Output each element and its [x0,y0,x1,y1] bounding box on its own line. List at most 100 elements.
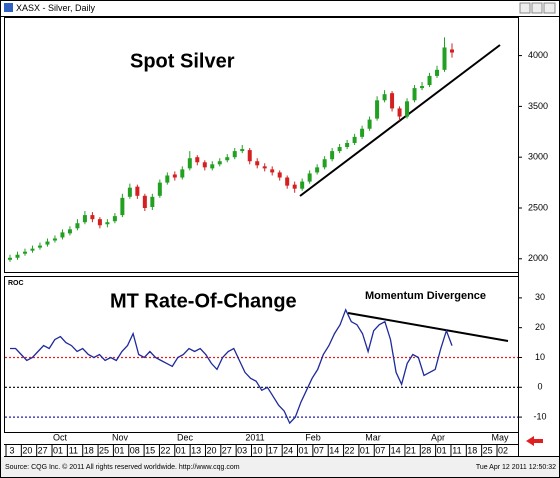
candle-body [67,229,72,234]
candle-body [52,238,57,241]
close-button[interactable] [543,2,556,14]
candle-body [292,184,297,189]
candle-body [322,159,327,168]
candle-body [247,150,252,162]
candle-body [360,128,365,137]
candle-body [202,162,207,168]
x-tick-label: 25 [99,445,109,455]
x-tick-label: 11 [69,445,78,455]
candle-body [210,164,215,169]
candle-body [337,147,342,152]
x-tick-label: 18 [84,445,94,455]
candle-body [150,196,155,207]
x-tick-label: 01 [299,445,309,455]
y-tick-label: 3000 [528,152,548,162]
candle-body [390,93,395,109]
x-tick-label: 03 [237,445,247,455]
month-label: Apr [431,432,445,442]
candle-body [352,136,357,143]
x-tick-label: 27 [38,445,48,455]
x-tick-label: 01 [114,445,124,455]
candle-body [30,248,35,251]
candle-body [277,172,282,178]
y-tick-label: 20 [535,322,545,332]
candle-body [195,157,200,163]
candle-body [262,166,267,169]
roc-line [10,308,453,425]
candle-body [165,175,170,183]
x-tick-label: 25 [483,445,493,455]
candle-body [172,174,177,178]
x-tick-label: 08 [130,445,140,455]
y-tick-label: 0 [537,382,542,392]
x-tick-label: 01 [176,445,186,455]
y-tick-label: 3500 [528,101,548,111]
candle-body [382,94,387,101]
candle-body [187,158,192,169]
candle-body [330,151,335,160]
x-tick-label: 14 [329,445,339,455]
x-tick-label: 18 [467,445,477,455]
candle-body [240,149,245,152]
candle-body [142,195,147,208]
x-tick-label: 24 [283,445,293,455]
minimize-button[interactable] [519,2,531,14]
x-tick-label: 07 [375,445,385,455]
footer-timestamp: Tue Apr 12 2011 12:50:32 [476,464,556,471]
x-tick-label: 22 [345,445,355,455]
x-tick-label: 15 [145,445,155,455]
x-tick-label: 14 [391,445,401,455]
month-label: Mar [365,432,381,442]
x-tick-label: 11 [452,445,461,455]
candle-body [450,49,454,53]
x-tick-label: 01 [360,445,370,455]
window-buttons[interactable] [519,2,556,14]
scroll-arrow[interactable] [526,436,543,446]
x-tick-label: 17 [268,445,278,455]
x-tick-label: 01 [53,445,63,455]
candle-body [60,232,65,238]
month-label: Dec [177,432,194,442]
candle-body [412,88,417,101]
candle-body [15,254,20,258]
title-bar [1,1,559,16]
candle-body [45,241,50,245]
candle-body [127,187,132,197]
x-tick-label: 13 [191,445,201,455]
x-tick-label: 01 [437,445,447,455]
month-label: Feb [305,432,321,442]
candle-body [427,75,432,86]
x-tick-label: 20 [22,445,32,455]
month-label: May [491,432,509,442]
candle-body [435,69,440,76]
window-title: XASX - Silver, Daily [16,3,96,13]
app-icon [4,3,13,12]
y-tick-label: 2000 [528,253,548,263]
candle-body [112,216,117,222]
candle-body [307,173,312,182]
footer-bar [1,457,559,477]
footer-source: Source: CQG Inc. © 2011 All rights reser… [5,463,240,471]
divergence-line [347,312,509,342]
month-label: Nov [112,432,129,442]
candle-body [97,219,102,226]
candle-body [37,245,42,248]
x-tick-label: 07 [314,445,324,455]
month-label: 2011 [245,432,264,442]
x-tick-label: 27 [222,445,232,455]
candle-body [75,223,80,229]
x-tick-label: 02 [498,445,508,455]
candle-body [315,167,320,173]
candle-body [367,119,372,129]
candle-body [405,101,410,117]
roc-axis-label: ROC [8,280,24,287]
candle-body [135,186,140,196]
y-tick-label: 4000 [528,50,548,60]
maximize-button[interactable] [531,2,543,14]
y-tick-label: 2500 [528,202,548,212]
month-label: Oct [53,432,68,442]
x-tick-label: 10 [252,445,262,455]
x-tick-label: 21 [406,445,416,455]
price-panel-label: Spot Silver [130,50,235,72]
